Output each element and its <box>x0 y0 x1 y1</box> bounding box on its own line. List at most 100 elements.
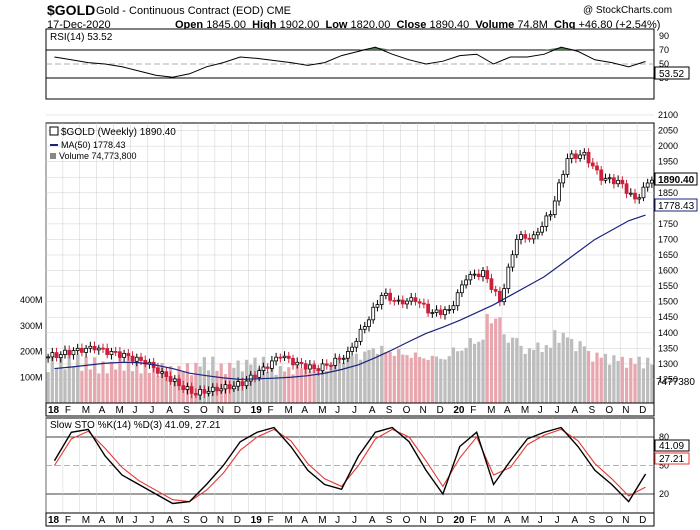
month-tick: A <box>166 515 173 526</box>
month-axis-top: 18 F M A M J J A S O N D 19 F M A M J J A S O N D 20 F M A M J J A S O N D <box>45 402 655 417</box>
volume-bar <box>510 337 515 403</box>
candle-body <box>443 309 447 316</box>
month-tick: A <box>166 405 173 416</box>
candle-body <box>426 303 430 314</box>
month-tick: J <box>555 515 560 526</box>
candle-body <box>172 378 177 382</box>
candle-body <box>316 368 321 372</box>
volume-bar <box>105 373 109 403</box>
candle-body <box>92 345 97 351</box>
volume-bar <box>472 343 477 403</box>
d-value-tag <box>654 452 690 465</box>
month-tick: S <box>183 405 190 416</box>
month-tick: A <box>369 515 376 526</box>
month-tick: J <box>132 515 137 526</box>
candle-body <box>388 292 392 301</box>
candle-body <box>253 374 257 378</box>
candle-body <box>358 328 363 342</box>
candle-body <box>84 347 88 353</box>
month-tick: A <box>99 515 106 526</box>
candle-body <box>430 312 435 314</box>
rsi-tick: 70 <box>659 45 669 55</box>
candle-body <box>578 154 582 159</box>
price-grid <box>45 114 654 403</box>
axis-strip <box>45 512 655 527</box>
month-tick: O <box>403 405 411 416</box>
candle-body <box>46 356 50 359</box>
candle-body <box>481 270 485 278</box>
instrument-description: Gold - Continuous Contract (EOD) <box>96 5 264 17</box>
candle-body <box>536 231 540 236</box>
candle-body <box>379 295 384 305</box>
month-tick: 20 <box>453 515 465 526</box>
month-tick: N <box>420 515 427 526</box>
rsi-line <box>54 46 646 78</box>
volume-bar <box>147 372 152 403</box>
candle-body <box>215 386 219 392</box>
volume-bar <box>396 349 401 403</box>
volume-bar <box>502 334 506 403</box>
volume-bar <box>299 368 304 403</box>
candle-body <box>612 177 616 185</box>
volume-bar <box>325 370 329 403</box>
volume-bars <box>46 313 654 403</box>
month-tick: O <box>605 515 613 526</box>
volume-bar <box>194 362 198 403</box>
candle-body <box>329 364 333 367</box>
exchange-label: CME <box>266 5 292 17</box>
close-tag-value: 1890.40 <box>658 175 695 186</box>
month-tick: N <box>622 405 629 416</box>
price-tag-ma: 1778.43 <box>654 198 698 212</box>
rsi-label: RSI(14) 53.52 <box>50 32 113 43</box>
volume-bar <box>439 358 443 403</box>
volume-bar <box>548 347 553 403</box>
volume-bar <box>316 367 320 403</box>
volume-bar <box>456 351 460 403</box>
candle-body <box>299 361 304 365</box>
volume-bar <box>612 355 616 403</box>
price-tick: 1300 <box>658 359 678 369</box>
month-tick: F <box>268 515 274 526</box>
candle-body <box>375 304 380 308</box>
candle-body <box>122 352 126 358</box>
candle-body <box>438 309 443 316</box>
candle-body <box>468 274 473 281</box>
candle-body <box>198 389 202 396</box>
candle-body <box>354 340 359 348</box>
price-panel: $GOLD (Weekly) 1890.40 MA(50) 1778.43 Vo… <box>20 110 698 404</box>
volume-bar <box>46 372 50 403</box>
volume-bar <box>515 338 519 403</box>
volume-bar <box>202 357 206 403</box>
candle-body <box>569 153 574 159</box>
candle-body <box>113 351 118 353</box>
candle-body <box>447 309 452 311</box>
volume-bar <box>211 356 215 403</box>
volume-bar <box>135 359 139 403</box>
candle-body <box>400 299 405 305</box>
volume-bar <box>599 357 603 403</box>
volume-bar <box>333 359 337 403</box>
candle-body <box>637 197 642 200</box>
month-tick: M <box>521 515 529 526</box>
candle-body <box>324 363 329 366</box>
volume-bar <box>506 342 510 403</box>
candle-body <box>371 306 376 321</box>
volume-bar <box>304 364 308 403</box>
volume-tick: 300M <box>20 321 43 331</box>
stochastic-grid <box>45 418 654 513</box>
candle-body <box>50 352 55 358</box>
volume-bar <box>76 354 80 403</box>
candle-body <box>139 356 143 361</box>
volume-bar <box>426 359 430 403</box>
candle-body <box>603 178 608 181</box>
volume-bar <box>388 351 392 403</box>
month-tick: A <box>504 515 511 526</box>
ma-tag-box <box>654 198 698 212</box>
volume-bar <box>164 374 168 403</box>
volume-bar <box>392 355 396 403</box>
candle-body <box>168 376 173 382</box>
volume-bar <box>477 341 481 403</box>
month-tick: 18 <box>48 515 60 526</box>
month-tick: J <box>352 405 357 416</box>
volume-bar <box>591 361 595 403</box>
